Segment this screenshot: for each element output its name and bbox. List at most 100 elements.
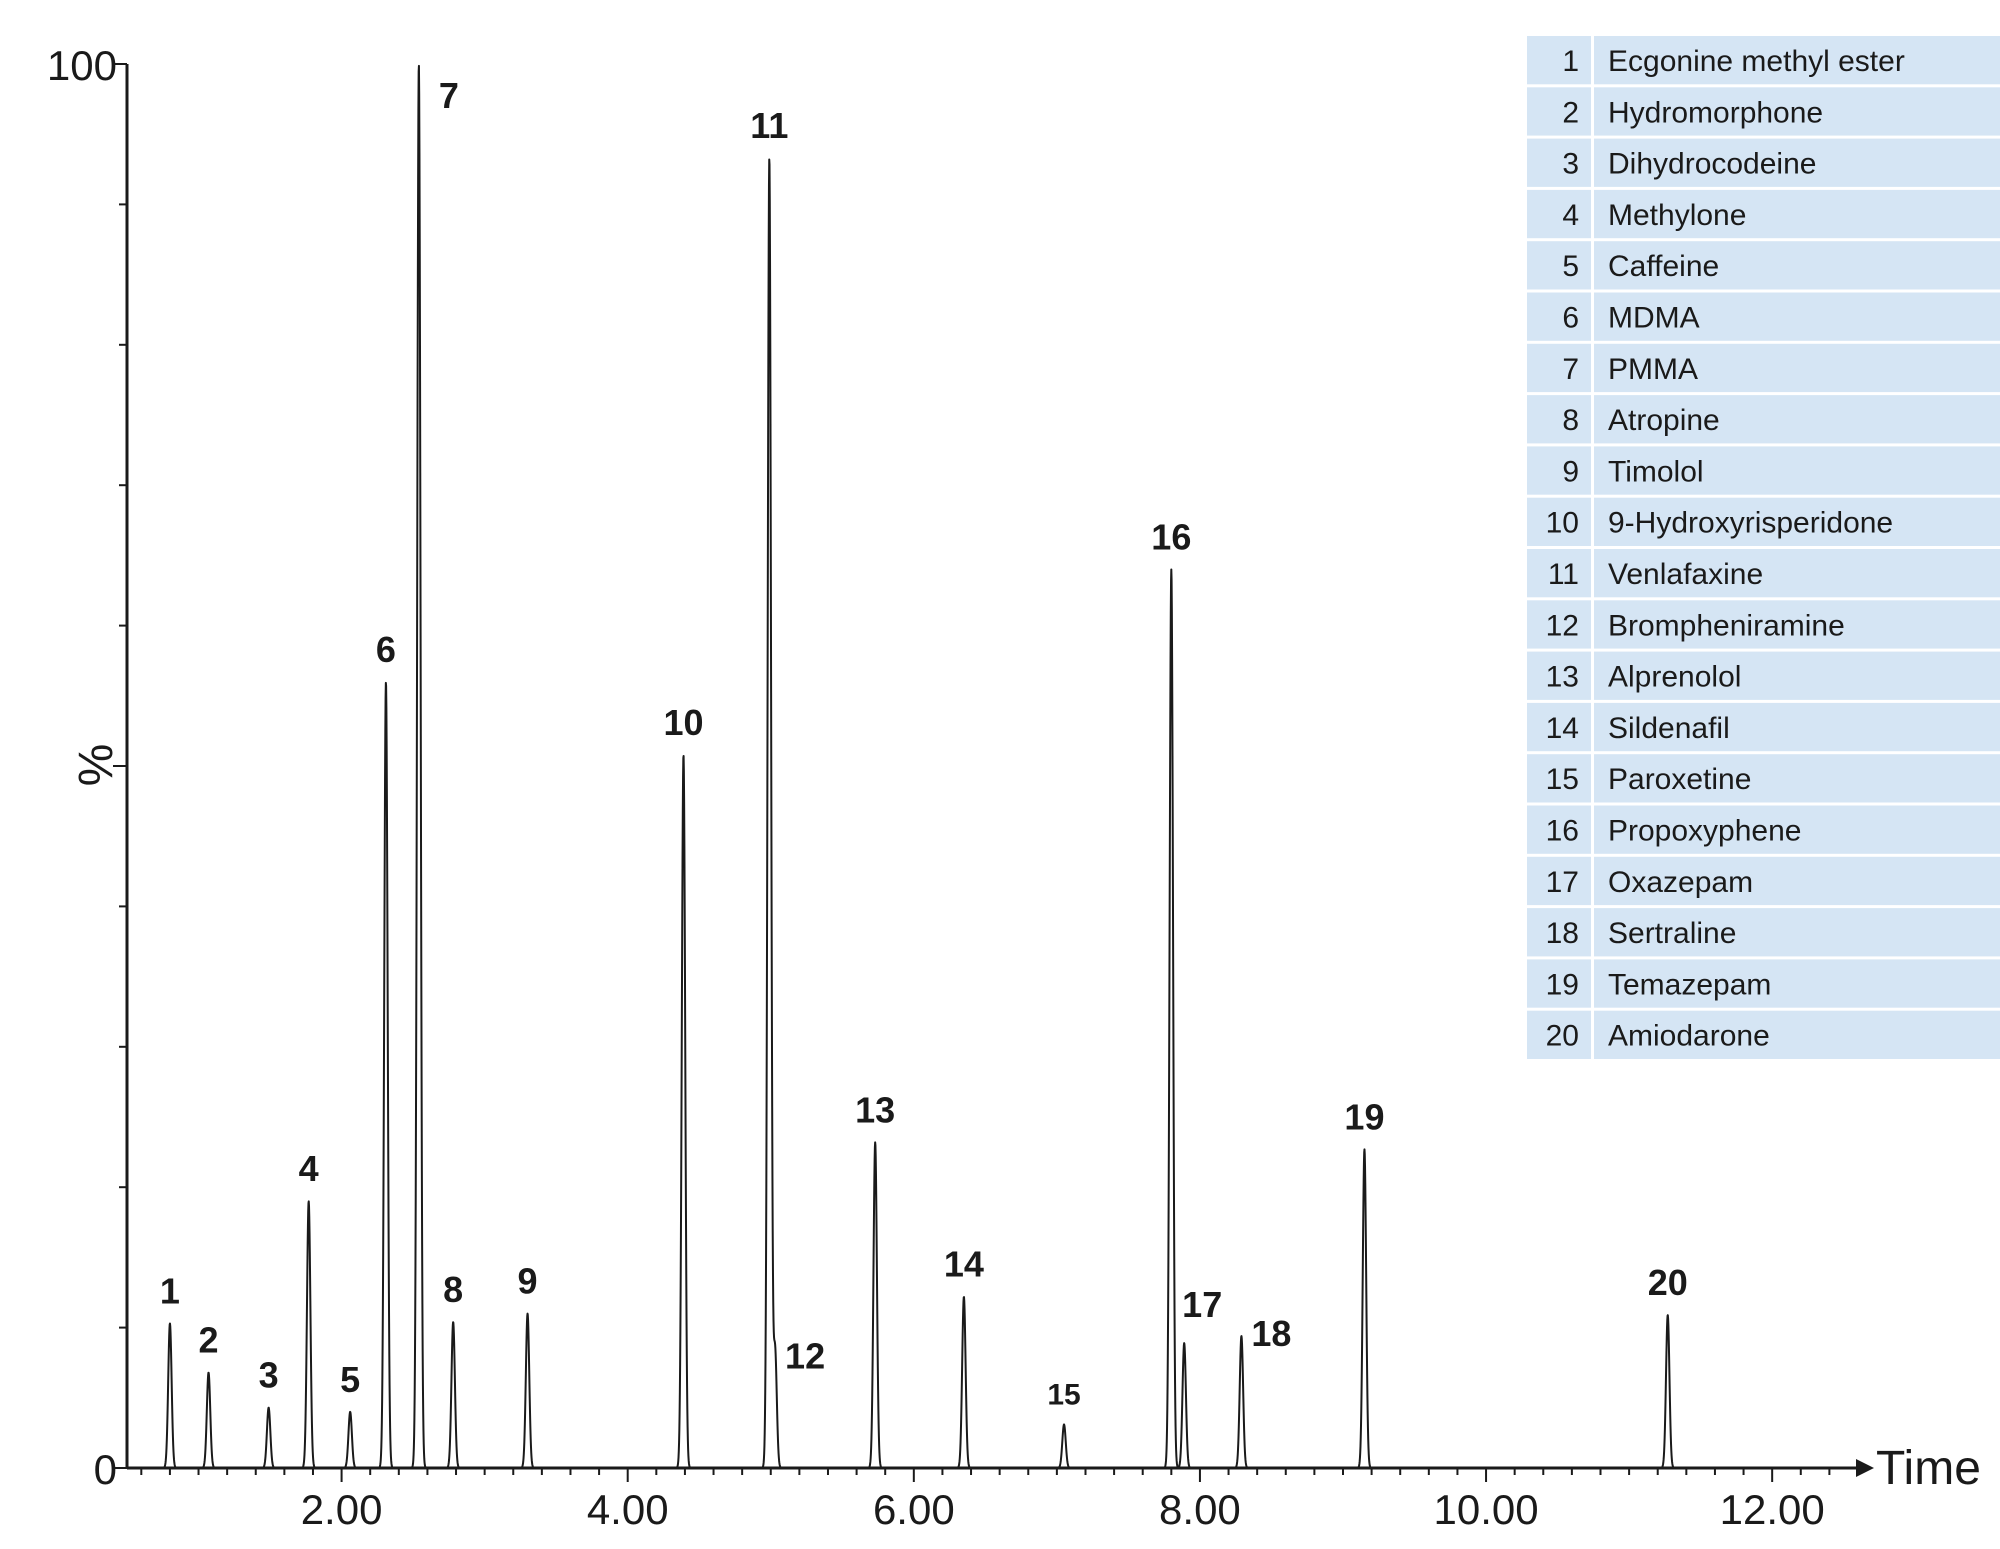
legend-id-cell [1527, 805, 1591, 854]
legend-name-cell [1594, 549, 2000, 598]
peak-label: 8 [443, 1269, 463, 1310]
legend-id-cell [1527, 241, 1591, 290]
legend-id-cell [1527, 856, 1591, 906]
legend-compound: Brompheniramine [1608, 609, 1845, 642]
legend-id-cell [1527, 651, 1591, 700]
y-tick-label: 100 [47, 42, 117, 89]
legend-compound: PMMA [1608, 353, 1698, 386]
legend-compound: Sertraline [1608, 917, 1736, 950]
peak-label: 3 [259, 1355, 279, 1396]
legend-compound: Alprenolol [1608, 661, 1741, 694]
legend-id: 20 [1546, 1020, 1579, 1053]
peak-label: 12 [785, 1336, 825, 1377]
legend-compound: Temazepam [1608, 968, 1771, 1001]
legend-id: 14 [1546, 712, 1579, 745]
legend-id: 9 [1562, 455, 1579, 488]
legend-id-cell [1527, 754, 1591, 803]
legend-id: 15 [1546, 763, 1579, 796]
legend-compound: Caffeine [1608, 250, 1719, 283]
y-ticks [113, 63, 127, 1469]
legend-compound: Ecgonine methyl ester [1608, 45, 1905, 78]
legend-name-cell [1594, 87, 2000, 136]
legend-name-cell [1594, 1010, 2000, 1059]
peak-label: 5 [340, 1359, 360, 1400]
x-major-ticks [340, 1468, 1774, 1482]
legend-id-cell [1527, 1010, 1591, 1059]
legend-name-cell [1594, 292, 2000, 341]
legend-name-cell [1594, 36, 2000, 85]
legend-compound: Hydromorphone [1608, 96, 1823, 129]
legend-id: 3 [1562, 148, 1579, 181]
x-tick-labels: 2.00 4.00 6.00 8.00 10.00 12.00 [301, 1486, 1825, 1533]
legend-name-cell [1594, 395, 2000, 444]
legend-name-cell [1594, 702, 2000, 752]
peak-label: 15 [1047, 1378, 1080, 1411]
x-tick-label: 6.00 [873, 1486, 955, 1533]
peak-label: 13 [855, 1089, 895, 1130]
x-tick-label: 10.00 [1433, 1486, 1538, 1533]
x-tick-label: 12.00 [1720, 1486, 1825, 1533]
peak-label: 14 [944, 1244, 984, 1285]
legend-id-cell [1527, 138, 1591, 187]
legend-name-cell [1594, 651, 2000, 700]
legend: 1 Ecgonine methyl ester 2 Hydromorphone 3 Dih… [1527, 36, 2000, 1059]
peak-label: 11 [750, 105, 788, 146]
legend-id: 8 [1562, 404, 1579, 437]
legend-id: 1 [1562, 45, 1579, 78]
legend-compound: Sildenafil [1608, 712, 1730, 745]
legend-id: 5 [1562, 250, 1579, 283]
legend-compound: Atropine [1608, 404, 1720, 437]
x-tick-label: 8.00 [1159, 1486, 1241, 1533]
legend-id: 18 [1546, 917, 1579, 950]
legend-id-cell [1527, 395, 1591, 444]
x-tick-label: 4.00 [587, 1486, 669, 1533]
legend-id-cell [1527, 702, 1591, 752]
legend-id-cell [1527, 36, 1591, 85]
legend-compound: Oxazepam [1608, 866, 1753, 899]
legend-id: 6 [1562, 302, 1579, 335]
legend-name-cell [1594, 241, 2000, 290]
legend-id-cell [1527, 446, 1591, 495]
peak-label: 6 [376, 629, 396, 670]
legend-id: 17 [1546, 866, 1579, 899]
legend-compound: Timolol [1608, 455, 1704, 488]
legend-id: 19 [1546, 968, 1579, 1001]
peak-label: 20 [1648, 1262, 1688, 1303]
y-tick-label: 0 [94, 1446, 117, 1493]
legend-compound: Venlafaxine [1608, 558, 1763, 591]
legend-id-cell [1527, 959, 1591, 1008]
axes [113, 63, 1874, 1482]
legend-id-cell [1527, 343, 1591, 393]
peak-label: 4 [299, 1148, 319, 1189]
peak-label: 16 [1151, 516, 1191, 557]
legend-compound: Methylone [1608, 199, 1746, 232]
peak-label: 10 [663, 702, 703, 743]
x-minor-ticks [140, 1468, 1831, 1475]
legend-name-cell [1594, 497, 2000, 546]
legend-id-cell [1527, 908, 1591, 957]
legend-id: 11 [1548, 558, 1579, 591]
legend-compound: 9-Hydroxyrisperidone [1608, 507, 1893, 540]
x-tick-label: 2.00 [301, 1486, 383, 1533]
legend-compound: Amiodarone [1608, 1020, 1770, 1053]
legend-id: 16 [1546, 815, 1579, 848]
x-axis-arrow-icon [1856, 1459, 1874, 1477]
legend-id-cell [1527, 87, 1591, 136]
legend-id: 13 [1546, 661, 1579, 694]
legend-id: 10 [1546, 507, 1579, 540]
legend-name-cell [1594, 805, 2000, 854]
legend-name-cell [1594, 189, 2000, 239]
legend-id-cell [1527, 497, 1591, 546]
legend-id-cell [1527, 292, 1591, 341]
legend-compound: MDMA [1608, 302, 1700, 335]
legend-id: 4 [1562, 199, 1579, 232]
y-axis-title: % [70, 744, 123, 787]
legend-compound: Paroxetine [1608, 763, 1751, 796]
peak-label: 19 [1344, 1096, 1384, 1137]
x-axis-title: Time [1876, 1442, 1981, 1495]
legend-name-cell [1594, 856, 2000, 906]
peak-label: 17 [1182, 1284, 1222, 1325]
peak-label: 9 [518, 1261, 538, 1302]
